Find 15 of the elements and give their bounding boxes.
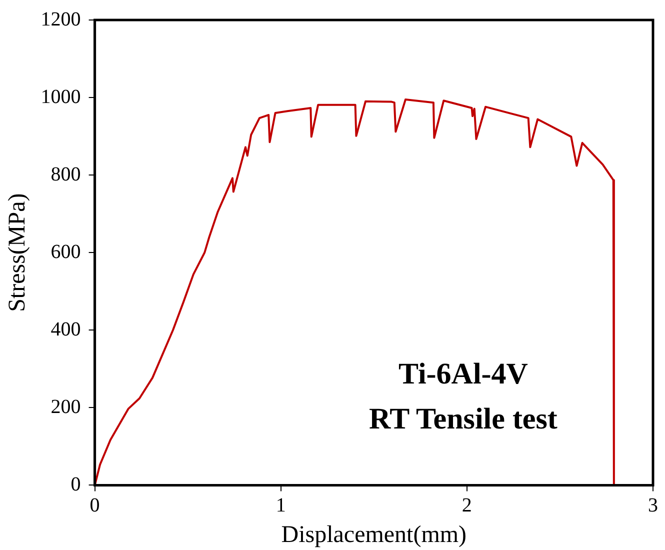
y-tick-label: 400 (50, 318, 81, 340)
y-tick-label: 600 (50, 240, 81, 263)
x-tick-label: 1 (276, 494, 286, 516)
y-tick-label: 800 (50, 163, 81, 186)
x-tick-label: 0 (90, 494, 100, 516)
x-tick-label: 3 (648, 494, 658, 516)
annotation: RT Tensile test (368, 402, 558, 436)
y-tick-label: 1200 (40, 8, 81, 30)
annotation: Ti-6Al-4V (398, 358, 528, 391)
x-axis-title: Displacement(mm) (281, 522, 467, 548)
y-tick-label: 0 (70, 473, 81, 496)
y-tick-label: 1000 (40, 86, 81, 108)
y-axis-title: Stress(MPa) (4, 193, 31, 312)
y-tick-label: 200 (50, 396, 81, 418)
x-tick-label: 2 (462, 494, 472, 516)
